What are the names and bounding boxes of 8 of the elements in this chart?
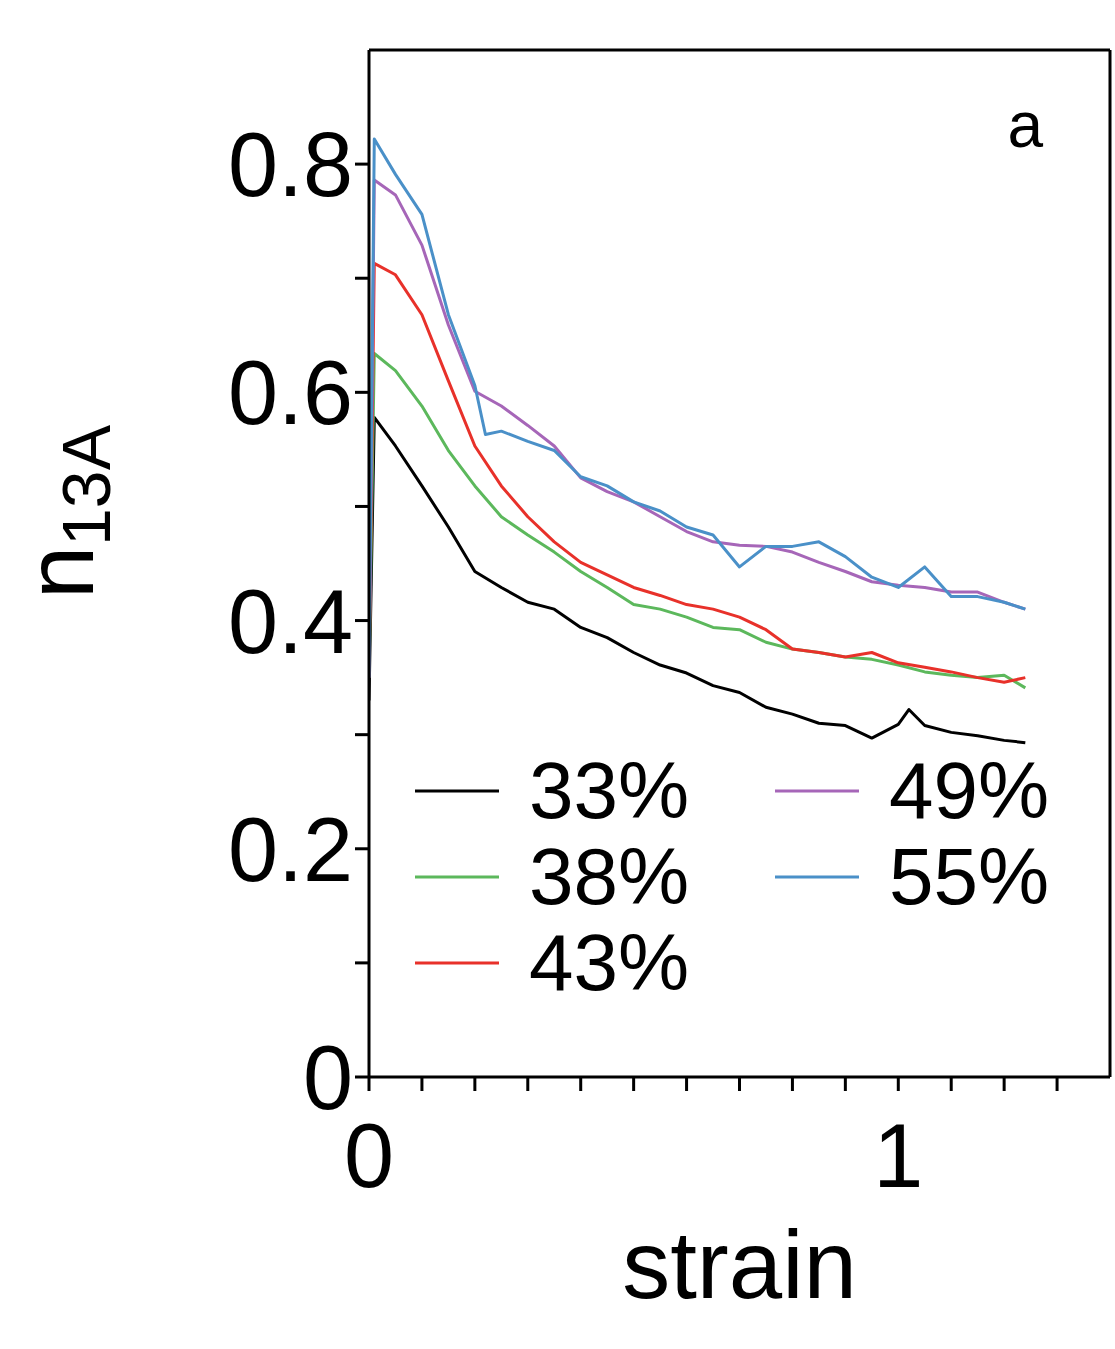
y-tick-label: 0.6 [227,343,353,444]
y-tick-label: 0 [302,1027,353,1128]
x-tick-label: 1 [873,1105,924,1206]
y-tick-label: 0.2 [227,799,353,900]
x-axis-title: strain [622,1211,857,1318]
y-tick-label: 0.4 [227,571,353,672]
annotation: a [1007,88,1043,162]
y-tick-label: 0.8 [227,115,353,216]
